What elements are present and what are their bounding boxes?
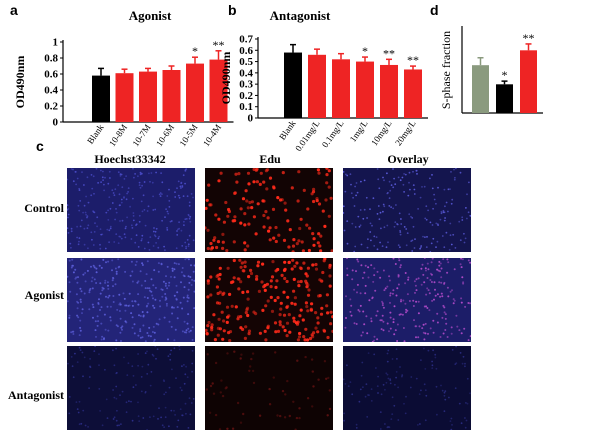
significance-marker: * (502, 68, 508, 82)
bar (162, 70, 181, 122)
y-tick-label: 0.6 (44, 69, 58, 81)
y-tick-label: 0.2 (239, 90, 253, 102)
x-tick-label: 10-5M (177, 122, 199, 148)
y-tick-label: 0.7 (239, 34, 253, 46)
y-tick-label: 0.3 (239, 79, 253, 91)
y-axis-label: OD490nm (13, 56, 27, 109)
y-tick-label: 0.4 (44, 85, 58, 97)
micrograph-control-overlay (343, 168, 471, 252)
significance-marker: * (362, 44, 368, 58)
chart-title: Agonist (129, 8, 172, 23)
bar (380, 64, 398, 118)
bar (284, 52, 302, 118)
row-label-control: Control (24, 201, 64, 215)
micrograph-agonist-hoechst (67, 258, 195, 342)
y-tick-label: 0.2 (44, 101, 58, 113)
significance-marker: ** (407, 53, 419, 67)
bar (92, 75, 110, 122)
significance-marker: * (192, 44, 198, 58)
significance-marker: ** (523, 31, 535, 45)
y-tick-label: 1 (53, 37, 59, 49)
y-tick-label: 0.1 (239, 101, 253, 113)
y-tick-label: 0.5 (239, 56, 253, 68)
s-phase-bar-chart: S-phase fraction *** (439, 26, 543, 114)
y-axis-label: OD490nm (219, 52, 233, 105)
panel-letter-a: a (10, 2, 18, 18)
chart-title: Antagonist (270, 8, 331, 23)
bar (472, 65, 489, 113)
y-tick-label: 0.4 (239, 67, 253, 79)
significance-marker: ** (383, 46, 395, 60)
bar (186, 63, 204, 122)
x-tick-label: 10-6M (154, 122, 176, 148)
x-tick-label: Blank (85, 122, 106, 146)
bar (332, 59, 350, 118)
row-label-antagonist: Antagonist (7, 388, 64, 402)
panel-letter-c: c (36, 138, 44, 154)
column-header-hoechst: Hoechst33342 (94, 152, 166, 166)
panel-letter-d: d (430, 2, 439, 18)
micrograph-control-edu (205, 168, 333, 252)
x-tick-label: 10mg/L (369, 118, 394, 147)
micrograph-antagonist-overlay (343, 346, 471, 430)
panel-letter-b: b (228, 2, 237, 18)
x-tick-label: Blank (277, 118, 298, 142)
bar (496, 84, 513, 113)
bar (209, 59, 228, 122)
x-tick-label: 10-8M (107, 122, 129, 148)
bar (139, 71, 157, 122)
y-tick-label: 0.6 (239, 45, 253, 57)
column-header-overlay: Overlay (387, 152, 429, 166)
bar (308, 54, 326, 118)
y-tick-label: 0 (248, 113, 254, 125)
column-header-edu: Edu (259, 152, 281, 166)
bar (356, 61, 374, 118)
micrograph-antagonist-hoechst (67, 346, 195, 430)
bar (115, 73, 134, 122)
significance-marker: ** (213, 38, 225, 52)
x-tick-label: 1mg/L (348, 118, 370, 143)
row-label-agonist: Agonist (24, 288, 64, 302)
y-tick-label: 0.8 (44, 53, 58, 65)
x-tick-label: 20mg/L (393, 118, 418, 147)
micrograph-agonist-edu (205, 258, 333, 342)
y-tick-label: 0 (53, 117, 59, 129)
antagonist-bar-chart: Antagonist OD490nm 00.10.20.30.40.50.60.7 B… (219, 8, 428, 153)
micrograph-control-hoechst (67, 168, 195, 252)
y-axis-label: S-phase fraction (439, 31, 453, 109)
x-tick-label: 10-7M (130, 122, 152, 148)
micrograph-antagonist-edu (205, 346, 333, 430)
bar (404, 69, 422, 118)
bar (520, 50, 537, 113)
x-tick-label: 0.1mg/L (320, 118, 346, 149)
micrograph-agonist-overlay (343, 258, 471, 342)
x-tick-label: 0.01mg/L (293, 118, 321, 153)
